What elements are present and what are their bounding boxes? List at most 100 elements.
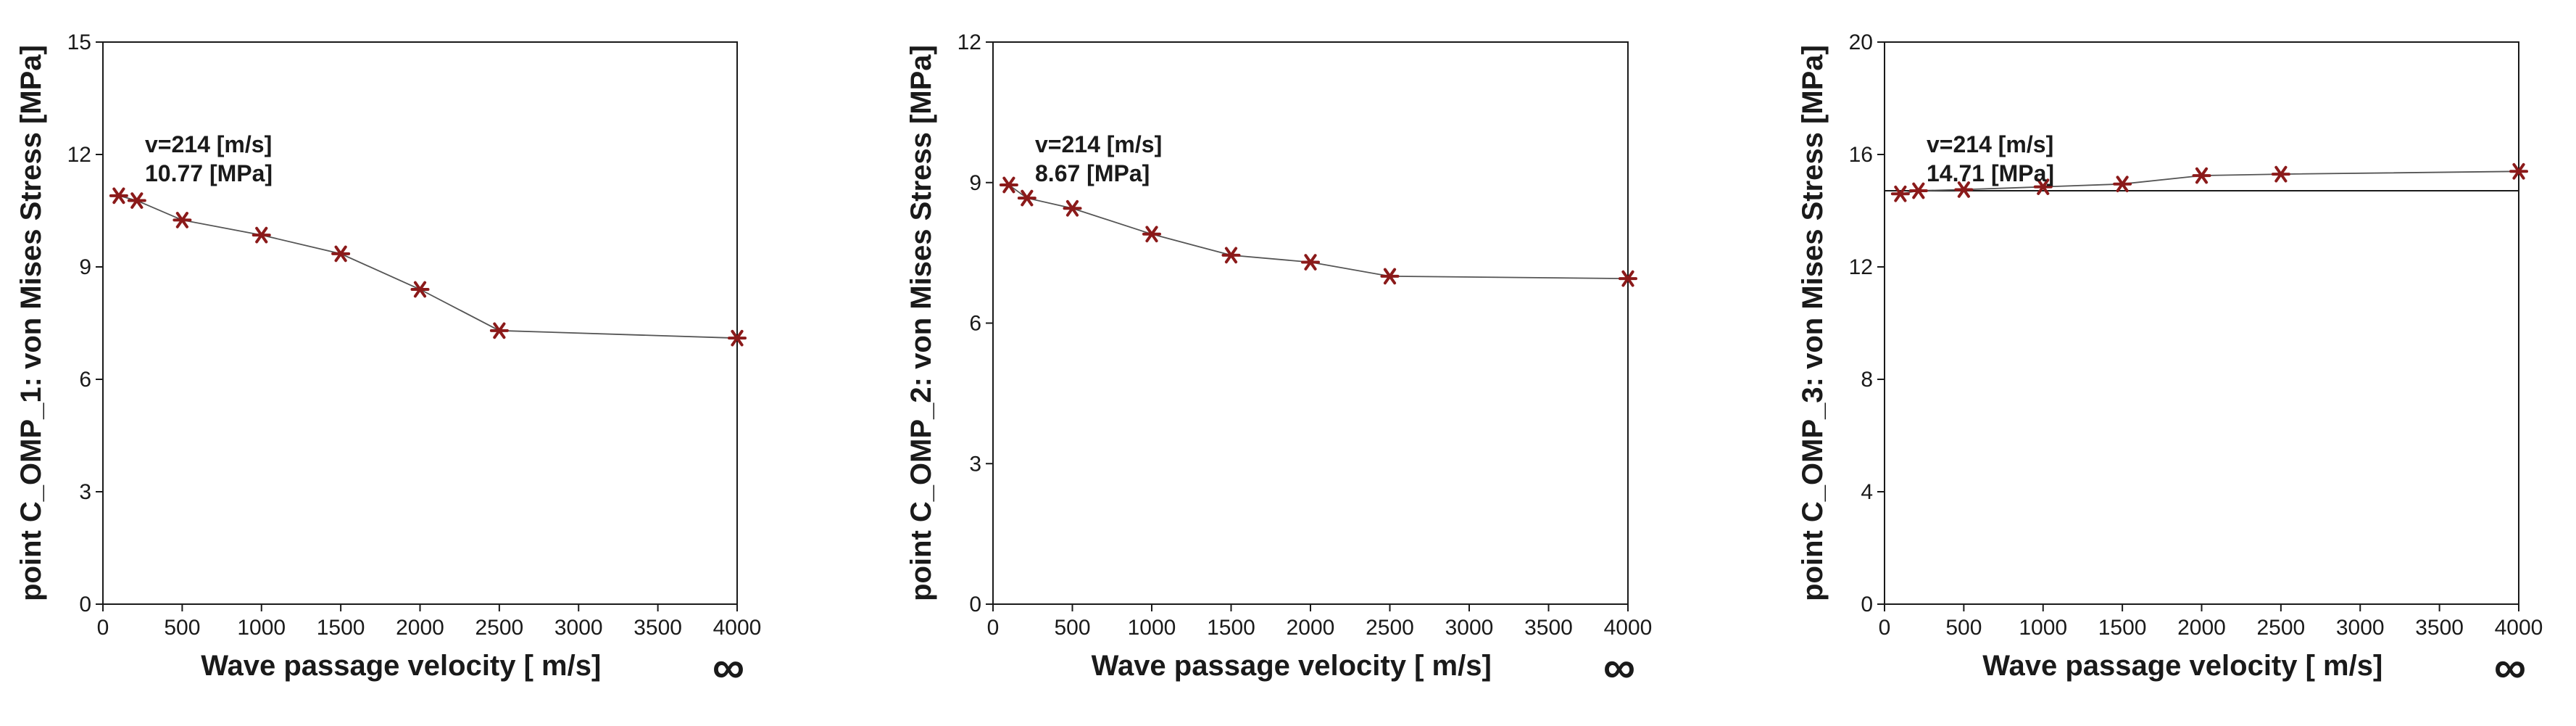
data-point — [1142, 226, 1161, 243]
x-tick-label: 3000 — [554, 616, 603, 640]
data-point — [1954, 181, 1974, 198]
x-tick-label: 4000 — [1604, 616, 1653, 640]
plot-frame — [992, 41, 1629, 605]
data-point — [2192, 167, 2211, 184]
data-point — [1301, 254, 1320, 271]
data-point — [2271, 165, 2290, 183]
marker-stroke — [1065, 199, 1079, 217]
x-axis-label: Wave passage velocity [ m/s] — [1982, 650, 2382, 682]
marker-stroke — [130, 192, 144, 209]
data-point — [2113, 176, 2132, 193]
x-tick-label: 1500 — [2098, 616, 2147, 640]
marker-stroke — [1304, 254, 1317, 271]
marker-stroke — [493, 322, 506, 339]
data-point — [1890, 185, 1910, 202]
y-axis-label: point C_OMP_1: von Mises Stress [MPa] — [15, 45, 47, 601]
x-tick-label: 500 — [1054, 616, 1090, 640]
data-point — [728, 329, 747, 347]
marker-stroke — [175, 212, 188, 228]
marker-stroke — [2116, 176, 2129, 193]
y-tick-label: 20 — [1849, 30, 1873, 54]
y-tick-label: 12 — [67, 143, 91, 167]
data-point — [1908, 182, 1928, 199]
annotation-stress: 10.77 [MPa] — [145, 160, 273, 186]
data-point — [1380, 268, 1400, 285]
marker-stroke — [2512, 162, 2525, 180]
data-point — [1063, 199, 1082, 217]
y-tick-label: 6 — [79, 368, 91, 392]
marker-stroke — [112, 187, 125, 205]
marker-stroke — [255, 226, 268, 244]
x-tick-label: 3500 — [2415, 616, 2464, 640]
data-point — [1017, 189, 1036, 207]
x-tick-label: 2500 — [2257, 616, 2306, 640]
y-axis-label: point C_OMP_2: von Mises Stress [MPa] — [905, 45, 937, 601]
x-tick-label: 3500 — [1524, 616, 1573, 640]
marker-stroke — [334, 245, 347, 263]
x-tick-label: 0 — [987, 616, 1000, 640]
data-point — [2033, 178, 2053, 195]
data-point — [252, 226, 271, 244]
y-tick-label: 12 — [1849, 255, 1873, 279]
data-point — [173, 212, 192, 228]
x-tick-label: 0 — [97, 616, 109, 640]
y-tick-label: 4 — [1861, 480, 1873, 504]
marker-stroke — [1957, 181, 1970, 198]
y-tick-label: 3 — [79, 480, 91, 504]
y-tick-label: 16 — [1849, 143, 1873, 167]
data-point — [999, 176, 1018, 194]
x-tick-label: 1500 — [317, 616, 365, 640]
x-tick-label: 4000 — [713, 616, 762, 640]
marker-stroke — [1912, 182, 1925, 199]
plot-frame — [102, 41, 738, 605]
y-tick-label: 15 — [67, 30, 91, 54]
annotation-velocity: v=214 [m/s] — [1927, 131, 2053, 157]
y-tick-label: 6 — [969, 312, 981, 336]
x-tick-label: 500 — [164, 616, 200, 640]
chart-panel-3: 0 4 8 12 16 20 0 500 1000 1500 2000 2500 3000 3500 400… — [1797, 30, 2543, 693]
data-point — [109, 187, 128, 205]
data-point — [331, 245, 351, 263]
y-tick-label: 3 — [969, 452, 981, 476]
data-point — [489, 322, 509, 339]
plot-frame — [1884, 41, 2519, 605]
marker-stroke — [2195, 167, 2209, 184]
infinity-symbol: ∞ — [1603, 643, 1635, 693]
marker-stroke — [1621, 270, 1634, 287]
annotation-stress: 14.71 [MPa] — [1927, 160, 2054, 186]
x-axis-label: Wave passage velocity [ m/s] — [1092, 650, 1492, 682]
x-tick-label: 0 — [1879, 616, 1891, 640]
series-line — [1008, 184, 1629, 279]
annotation-velocity: v=214 [m/s] — [1035, 131, 1162, 157]
data-point — [1619, 270, 1637, 287]
marker-stroke — [413, 281, 427, 298]
marker-stroke — [1894, 185, 1907, 202]
annotation-stress: 8.67 [MPa] — [1035, 160, 1150, 186]
y-tick-label: 9 — [969, 171, 981, 195]
marker-stroke — [731, 329, 744, 347]
data-point — [1221, 247, 1241, 264]
x-tick-label: 1500 — [1207, 616, 1255, 640]
x-tick-label: 2500 — [475, 616, 524, 640]
series-line — [118, 194, 738, 339]
x-axis-label: Wave passage velocity [ m/s] — [201, 650, 601, 682]
x-tick-label: 4000 — [2495, 616, 2543, 640]
y-tick-label: 0 — [1861, 593, 1873, 616]
x-tick-label: 2000 — [2177, 616, 2226, 640]
infinity-symbol: ∞ — [2494, 643, 2526, 693]
x-tick-label: 2000 — [396, 616, 444, 640]
x-tick-label: 3000 — [2336, 616, 2385, 640]
marker-stroke — [1002, 176, 1015, 194]
x-tick-label: 2000 — [1287, 616, 1335, 640]
chart-panel-1: 0 3 6 9 12 15 0 500 1000 1500 2000 2500 3000 3500 4000… — [15, 30, 761, 693]
y-tick-label: 8 — [1861, 368, 1873, 392]
y-axis-label: point C_OMP_3: von Mises Stress [MPa] — [1797, 45, 1829, 601]
x-tick-label: 3000 — [1445, 616, 1494, 640]
y-tick-label: 0 — [969, 593, 981, 616]
marker-stroke — [1224, 247, 1238, 264]
marker-stroke — [2037, 178, 2050, 195]
annotation-velocity: v=214 [m/s] — [145, 131, 272, 157]
marker-stroke — [2274, 165, 2288, 183]
y-tick-label: 0 — [79, 593, 91, 616]
